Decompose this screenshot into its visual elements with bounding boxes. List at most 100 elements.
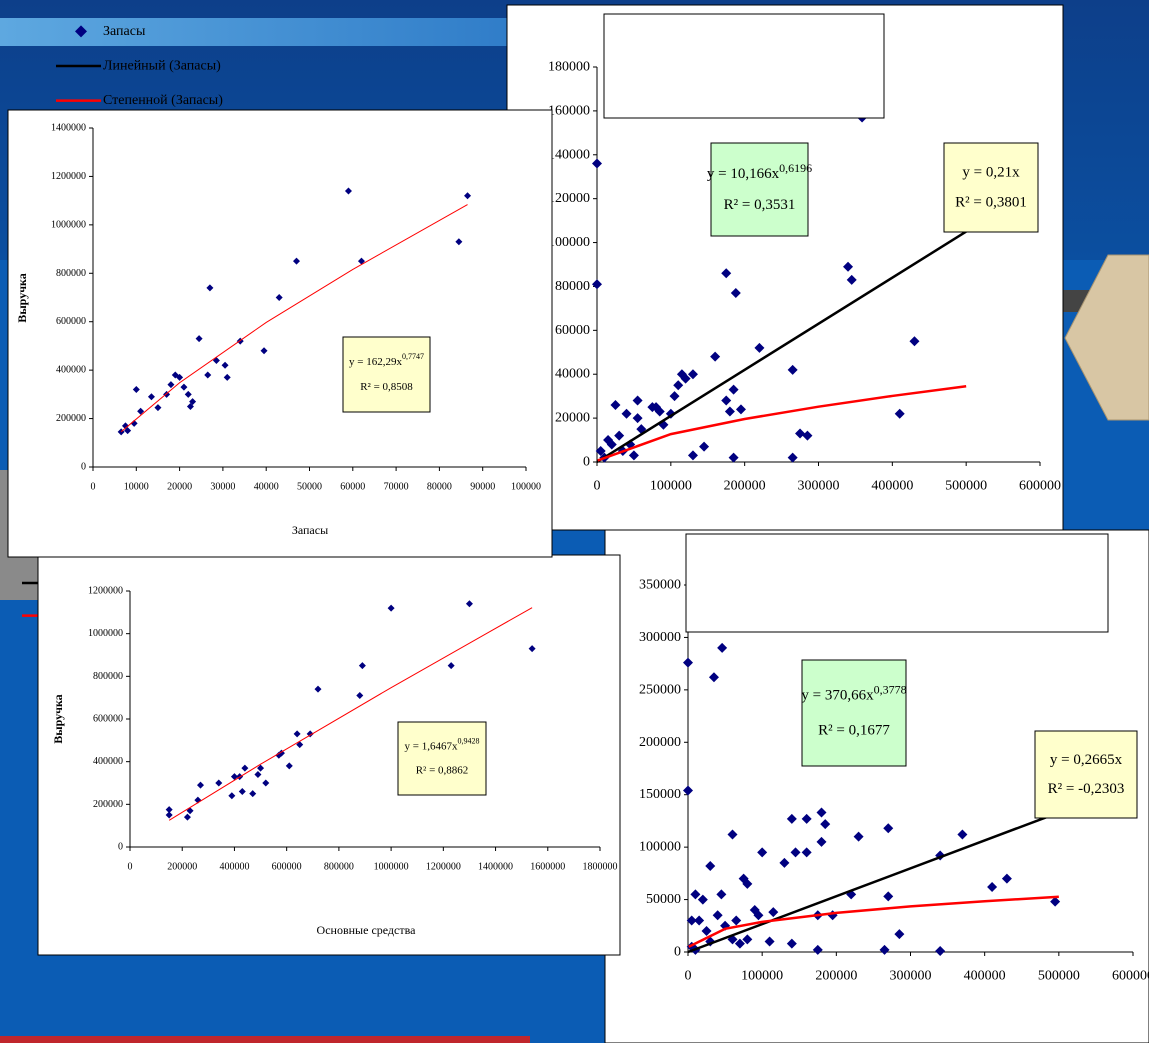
annotation-text: y = 370,66x0,3778	[801, 682, 906, 703]
point	[238, 788, 246, 796]
point	[716, 889, 727, 900]
point	[176, 373, 184, 381]
x-tick-label: 600000	[272, 862, 302, 873]
annotation-text: R² = 0,1677	[818, 723, 890, 739]
x-tick-label: 70000	[384, 482, 409, 493]
x-tick-label: 90000	[470, 482, 495, 493]
y-tick-label: 800000	[56, 268, 86, 279]
legend-frame	[603, 13, 885, 119]
x-tick-label: 1400000	[478, 862, 513, 873]
point	[680, 373, 691, 384]
point	[195, 335, 203, 343]
point	[686, 915, 697, 926]
point	[632, 413, 643, 424]
point	[843, 261, 854, 272]
point	[632, 395, 643, 406]
y-tick-label: 350000	[639, 578, 681, 593]
point	[221, 361, 229, 369]
point	[285, 762, 293, 770]
point	[735, 404, 746, 415]
point	[724, 406, 735, 417]
x-tick-label: 10000	[124, 482, 149, 493]
x-tick-label: 400000	[219, 862, 249, 873]
point	[165, 811, 173, 819]
y-tick-label: 1200000	[88, 586, 123, 597]
x-tick-label: 500000	[1038, 969, 1080, 984]
x-tick-label: 30000	[210, 482, 235, 493]
x-tick-label: 0	[685, 969, 692, 984]
point	[223, 373, 231, 381]
point	[206, 284, 214, 292]
point	[731, 915, 742, 926]
y-tick-label: 120000	[548, 191, 590, 206]
y-tick-label: 0	[118, 842, 123, 853]
y-tick-label: 1000000	[88, 628, 123, 639]
point	[734, 938, 745, 949]
annotation-box	[801, 659, 907, 767]
point	[957, 829, 968, 840]
point	[603, 435, 614, 446]
annotation-text: y = 162,29x0,7747	[349, 352, 424, 369]
y-tick-label: 150000	[639, 787, 681, 802]
x-tick-label: 0	[594, 479, 601, 494]
point	[249, 790, 257, 798]
point	[673, 380, 684, 391]
annotation-box	[397, 721, 487, 796]
point	[465, 600, 473, 608]
trend-line	[597, 385, 967, 462]
point	[356, 692, 364, 700]
point	[254, 770, 262, 778]
annotation-box	[342, 336, 431, 413]
point	[894, 929, 905, 940]
y-tick-label: 0	[583, 455, 590, 470]
x-tick-label: 100000	[511, 482, 541, 493]
point	[293, 257, 301, 265]
point	[727, 829, 738, 840]
point	[1050, 896, 1061, 907]
point	[790, 847, 801, 858]
point	[528, 645, 536, 653]
annotation-base: y = 162,29x	[349, 356, 402, 368]
point	[812, 944, 823, 955]
point	[738, 873, 749, 884]
point	[121, 422, 129, 430]
trend-line	[596, 230, 967, 464]
point	[358, 662, 366, 670]
chart-frame	[7, 109, 553, 558]
x-tick-label: 500000	[945, 479, 987, 494]
trend-line	[168, 607, 533, 821]
point	[894, 408, 905, 419]
annotation-exponent: 0,7747	[402, 352, 424, 361]
point	[683, 657, 693, 668]
y-tick-label: 200000	[639, 735, 681, 750]
point	[184, 390, 192, 398]
point	[753, 910, 764, 921]
point	[883, 823, 894, 834]
trend-line	[688, 895, 1059, 948]
point	[883, 891, 894, 902]
point	[204, 371, 212, 379]
point	[357, 257, 365, 265]
point	[687, 450, 698, 461]
x-tick-label: 300000	[798, 479, 840, 494]
point	[935, 945, 946, 956]
x-tick-label: 1600000	[530, 862, 565, 873]
legend-frame	[685, 533, 1109, 633]
point	[787, 364, 798, 375]
point	[690, 889, 701, 900]
point	[257, 764, 265, 772]
legend-marker	[75, 25, 87, 38]
point	[795, 428, 806, 439]
point	[592, 158, 602, 169]
point	[230, 773, 238, 781]
annotation-text: R² = 0,8862	[416, 765, 469, 777]
trend-line	[120, 204, 468, 433]
annotation-base: y = 1,6467x	[405, 740, 458, 752]
y-tick-label: 1400000	[51, 123, 86, 134]
point	[768, 907, 779, 918]
point	[801, 847, 812, 858]
point	[697, 894, 708, 905]
point	[132, 386, 140, 394]
y-tick-label: 140000	[548, 147, 590, 162]
slide-red-line	[0, 1036, 530, 1043]
